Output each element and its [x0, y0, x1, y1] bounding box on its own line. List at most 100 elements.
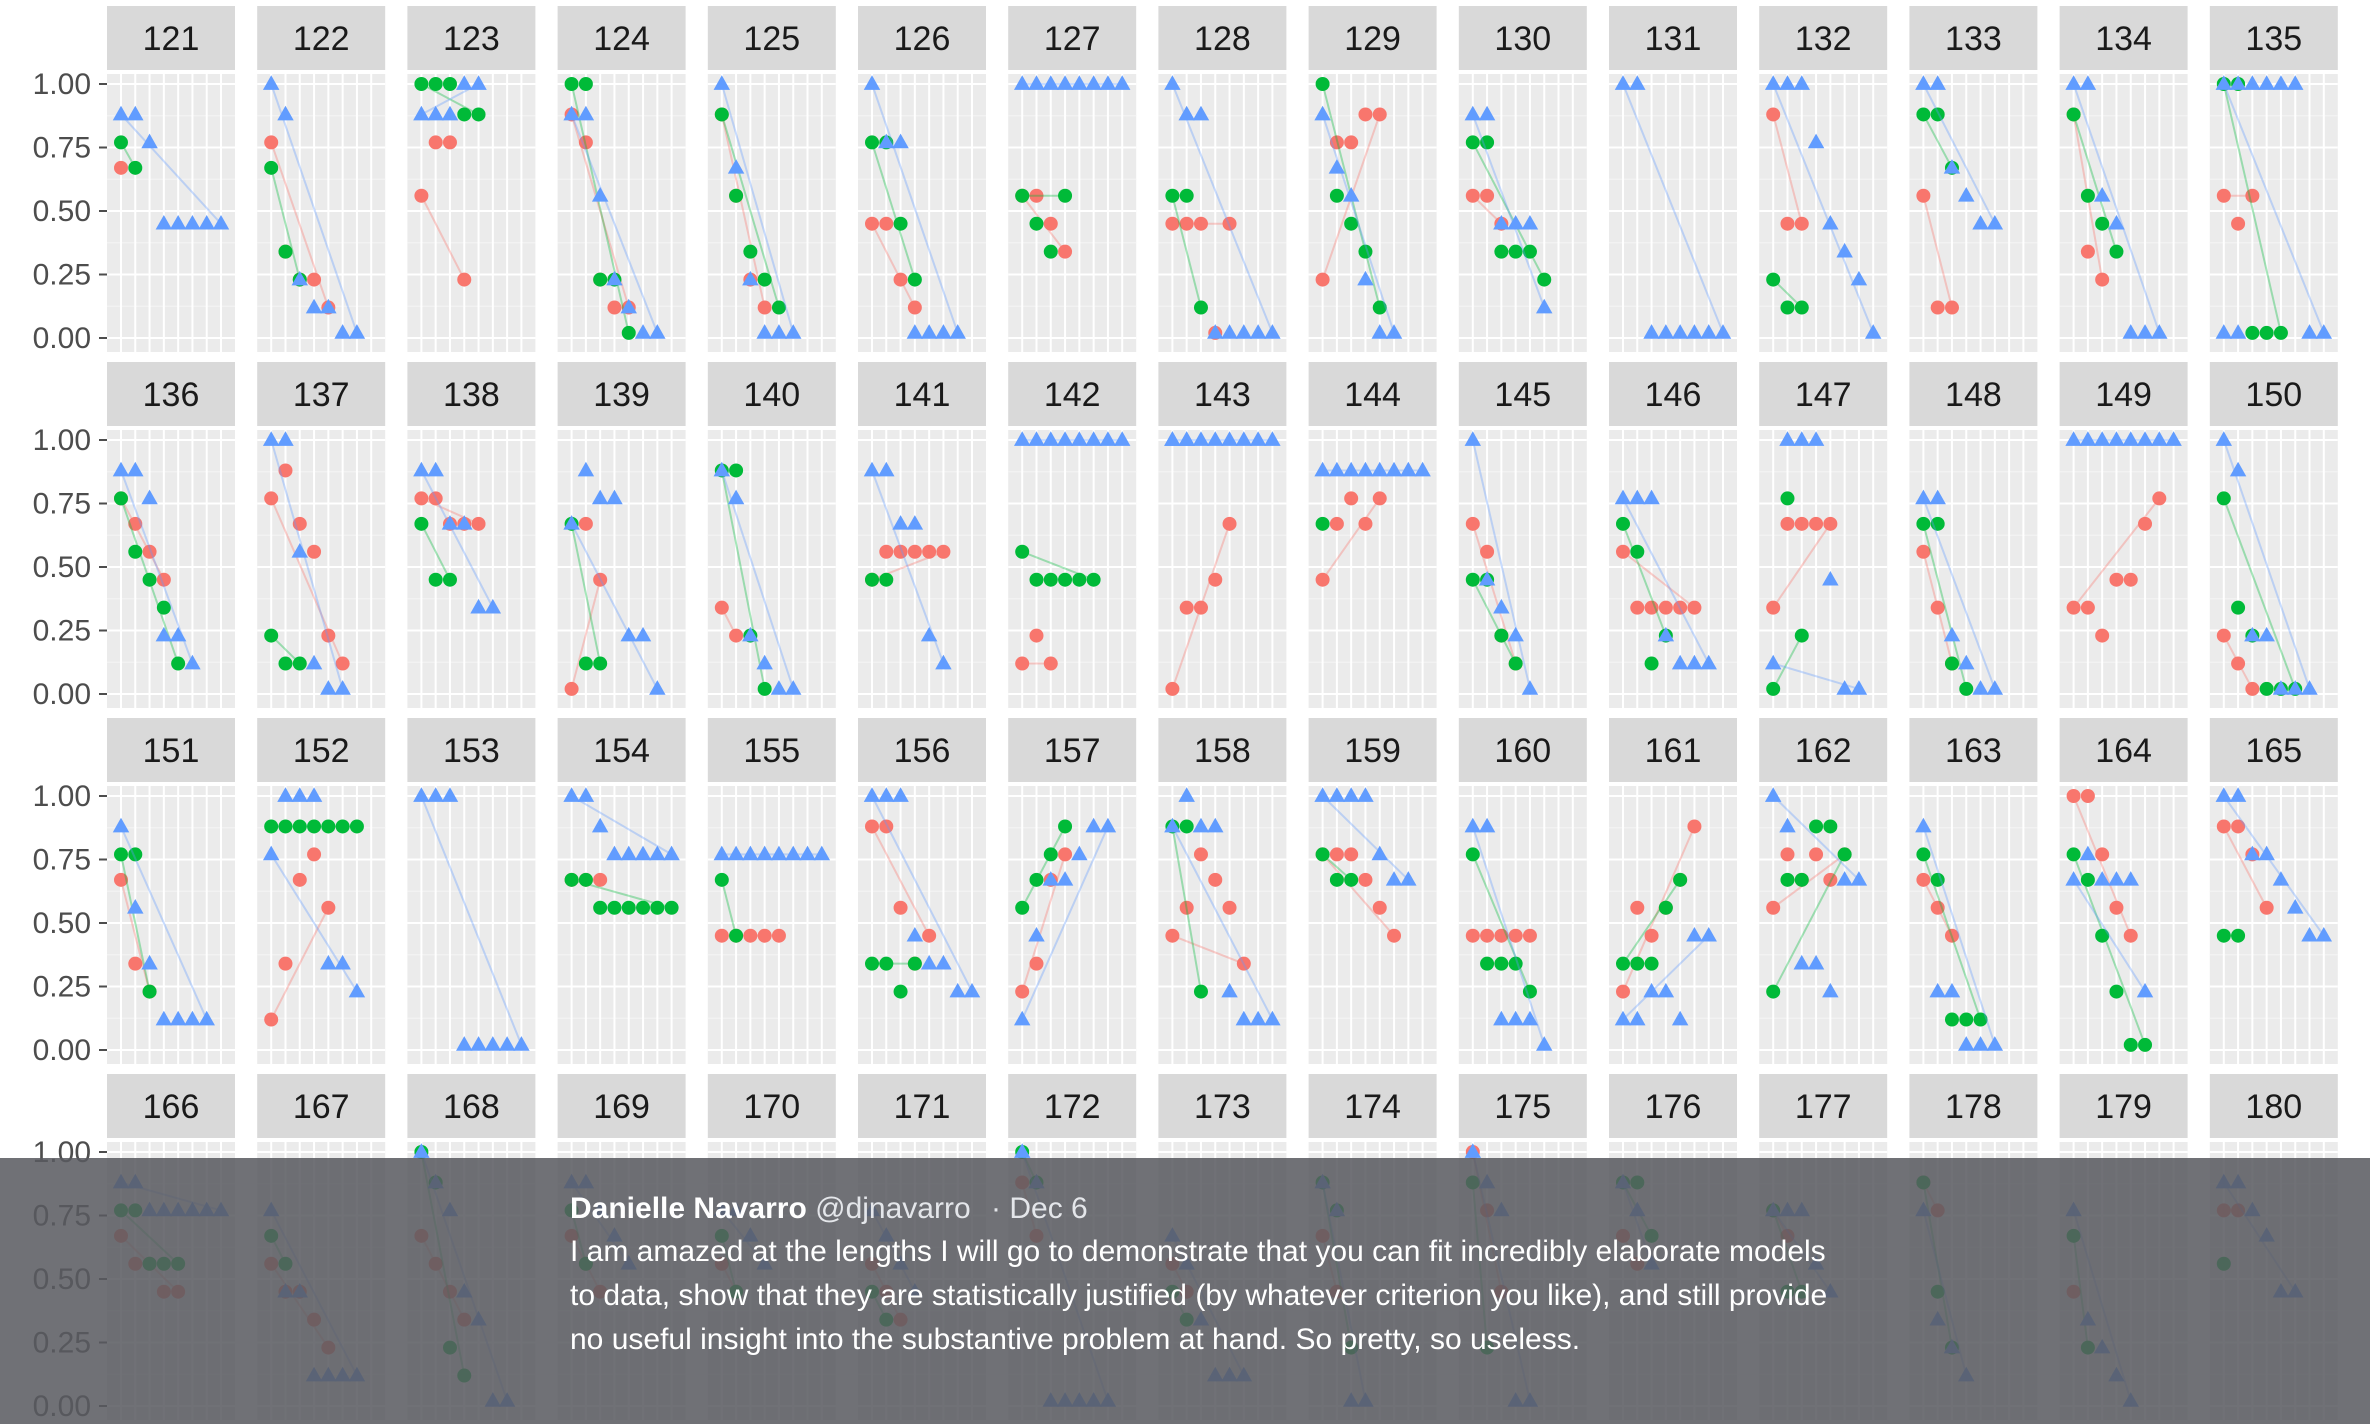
- data-point: [2109, 900, 2124, 915]
- data-point: [2080, 872, 2095, 887]
- fit-curve: [1622, 497, 1710, 664]
- facet-label: 124: [593, 20, 650, 58]
- data-point: [321, 900, 336, 915]
- fit-curve: [871, 795, 973, 993]
- data-point: [1943, 159, 1961, 174]
- data-point: [907, 300, 922, 315]
- data-point: [141, 133, 158, 149]
- data-point: [1178, 105, 1195, 121]
- facet-strip: [858, 362, 986, 426]
- fit-curve: [2072, 83, 2161, 334]
- facet-label: 164: [2095, 732, 2152, 770]
- data-point: [577, 461, 595, 477]
- data-point: [1809, 819, 1824, 834]
- data-point: [334, 680, 351, 695]
- data-point: [2231, 216, 2246, 231]
- data-point: [2123, 928, 2138, 943]
- data-point: [1371, 324, 1388, 339]
- facet-label: 157: [1044, 732, 1101, 770]
- facet-label: 141: [894, 376, 951, 414]
- tweet-author-name[interactable]: Danielle Navarro: [570, 1192, 807, 1225]
- facet-label: 159: [1344, 732, 1401, 770]
- data-point: [471, 516, 486, 531]
- facet-strip: [407, 1074, 536, 1138]
- data-point: [1929, 982, 1946, 998]
- facet-label: 169: [593, 1088, 650, 1126]
- data-point: [1015, 544, 1030, 559]
- data-point: [1249, 1010, 1267, 1026]
- data-point: [593, 900, 608, 915]
- data-point: [743, 244, 758, 259]
- data-point: [1344, 847, 1359, 862]
- data-point: [1236, 956, 1251, 971]
- data-point: [169, 214, 187, 230]
- tweet-separator: ·: [991, 1192, 1001, 1225]
- panel-background: [1308, 74, 1437, 352]
- data-point: [893, 216, 908, 231]
- data-point: [714, 872, 729, 887]
- facet-strip: [1458, 6, 1587, 70]
- data-point: [1836, 242, 1853, 258]
- data-point: [428, 572, 443, 587]
- data-point: [1058, 572, 1073, 587]
- fit-curve: [2222, 826, 2268, 909]
- data-point: [922, 928, 937, 943]
- data-point: [2229, 787, 2247, 802]
- fit-curve: [570, 114, 659, 334]
- data-point: [262, 431, 280, 446]
- data-point: [1178, 787, 1195, 802]
- data-point: [127, 105, 144, 121]
- data-point: [1616, 544, 1630, 559]
- data-point: [1015, 656, 1030, 671]
- data-point: [1764, 654, 1782, 670]
- fit-curve: [1772, 635, 1803, 690]
- panel-background: [858, 74, 986, 352]
- data-point: [334, 954, 351, 970]
- facet-label: 171: [894, 1088, 951, 1126]
- facet-strip: [2209, 1074, 2338, 1138]
- data-point: [1328, 461, 1346, 477]
- facet-strip: [1158, 1074, 1287, 1138]
- data-point: [729, 628, 744, 643]
- facet-label: 143: [1194, 376, 1251, 414]
- facet-strip: [1609, 362, 1737, 426]
- data-point: [1314, 787, 1331, 802]
- fit-curve: [720, 470, 795, 690]
- data-point: [1958, 187, 1975, 202]
- data-point: [742, 626, 759, 642]
- facet-strip: [707, 1074, 836, 1138]
- data-point: [2258, 626, 2275, 642]
- data-point: [1058, 244, 1073, 259]
- data-point: [2123, 1037, 2138, 1052]
- data-point: [114, 160, 128, 175]
- facet-strip: [407, 718, 536, 782]
- facet-label: 174: [1344, 1088, 1401, 1126]
- facet-strip: [1759, 718, 1888, 782]
- data-point: [2244, 845, 2261, 861]
- data-point: [307, 544, 322, 559]
- tweet-header: Danielle Navarro @djnavarro · Dec 6: [570, 1188, 1850, 1230]
- data-point: [428, 135, 443, 150]
- data-point: [1113, 431, 1131, 446]
- y-tick-label: 0.25: [33, 615, 91, 648]
- y-tick-label: 0.50: [33, 195, 91, 228]
- data-point: [114, 847, 128, 862]
- data-point: [2215, 324, 2233, 339]
- data-point: [1837, 847, 1852, 862]
- tweet-author-handle[interactable]: @djnavarro: [815, 1192, 971, 1225]
- panel-background: [1008, 786, 1137, 1064]
- data-point: [757, 272, 772, 287]
- panel-background: [858, 430, 986, 708]
- facet-label: 121: [143, 20, 200, 58]
- data-point: [563, 105, 580, 121]
- data-point: [2066, 847, 2081, 862]
- panel-background: [1609, 74, 1737, 352]
- data-point: [2229, 75, 2247, 90]
- data-point: [1686, 654, 1703, 670]
- facet-strip: [1458, 1074, 1587, 1138]
- data-point: [1329, 847, 1344, 862]
- tweet-date[interactable]: Dec 6: [1009, 1192, 1088, 1225]
- panel-background: [1458, 74, 1587, 352]
- data-point: [2231, 656, 2246, 671]
- facet-strip: [107, 362, 235, 426]
